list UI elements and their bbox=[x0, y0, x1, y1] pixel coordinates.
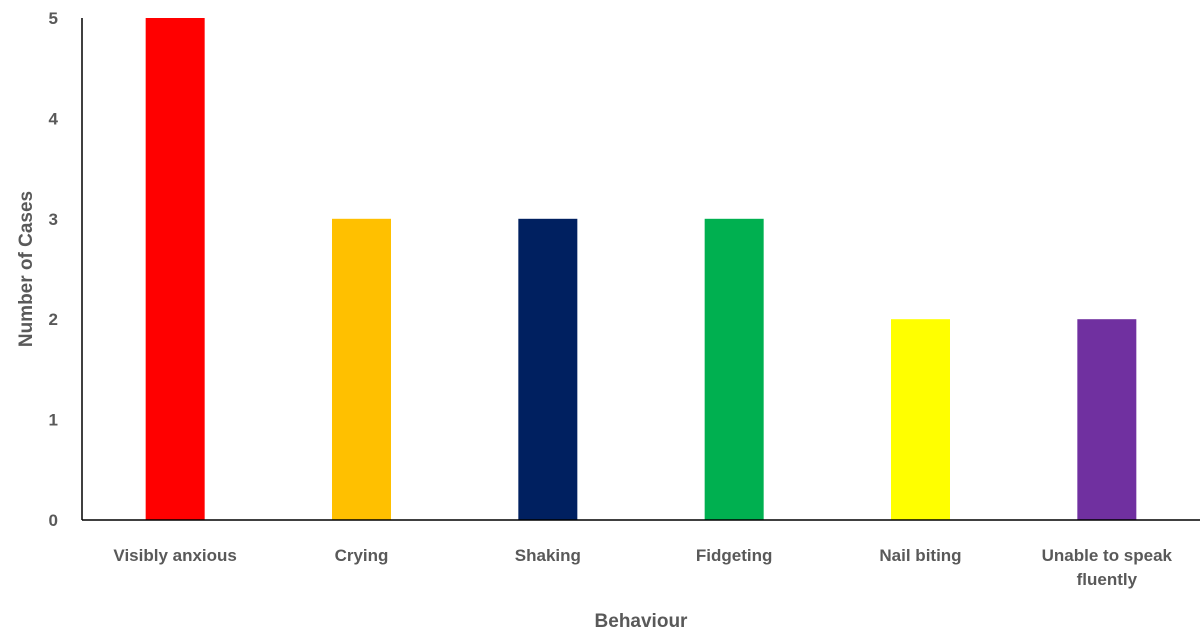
y-tick-label: 3 bbox=[49, 210, 58, 229]
x-category-label: Shaking bbox=[515, 546, 581, 565]
y-tick-label: 0 bbox=[49, 511, 58, 530]
x-category-label: Unable to speak fluently bbox=[1042, 546, 1173, 589]
bar bbox=[145, 18, 205, 520]
x-axis-category-labels: Visibly anxious Crying Shaking Fidgeting Nai… bbox=[113, 546, 1172, 589]
y-tick-label: 5 bbox=[49, 9, 58, 28]
y-axis-title: Number of Cases bbox=[16, 191, 37, 347]
x-category-label: Crying bbox=[335, 546, 389, 565]
bar bbox=[332, 218, 391, 521]
y-tick-label: 1 bbox=[49, 411, 58, 430]
bar bbox=[1077, 319, 1137, 520]
bars-group bbox=[145, 18, 1137, 521]
bar bbox=[891, 319, 950, 520]
y-tick-label: 4 bbox=[49, 109, 59, 128]
y-tick-label: 2 bbox=[49, 310, 58, 329]
x-axis-title: Behaviour bbox=[595, 611, 689, 632]
bar bbox=[704, 218, 764, 521]
x-category-label: Visibly anxious bbox=[113, 546, 236, 565]
x-category-label: Nail biting bbox=[879, 546, 961, 565]
y-axis-ticks: 0 1 2 3 4 5 bbox=[49, 9, 59, 530]
x-category-label: Fidgeting bbox=[696, 546, 772, 565]
bar bbox=[518, 218, 578, 521]
